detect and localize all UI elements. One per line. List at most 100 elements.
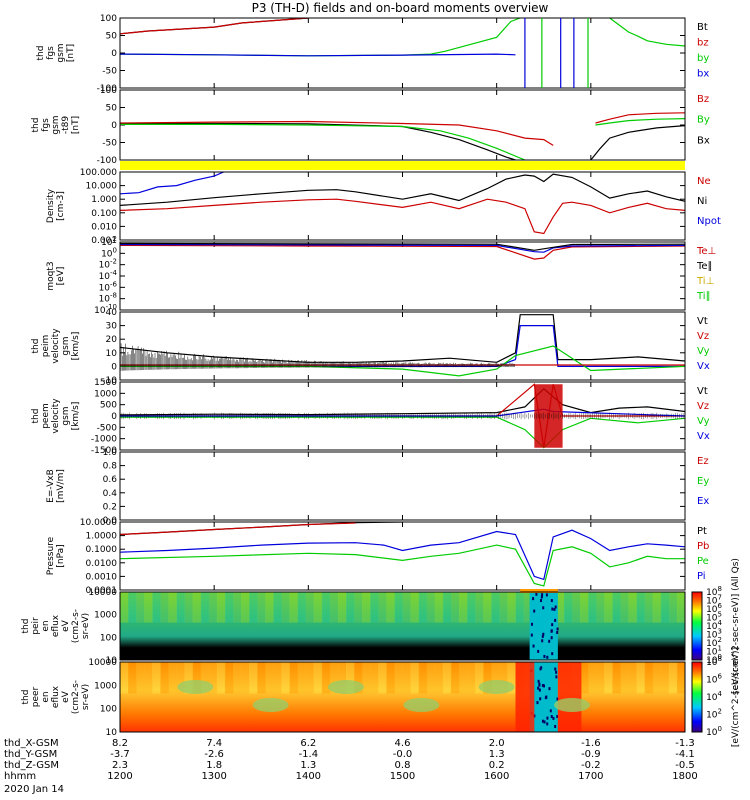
spectrogram-pixel [532,597,534,600]
spectrogram-column [273,592,282,623]
spectrogram-column [177,592,186,623]
spectrogram-pixel [546,593,548,596]
ylabel-line: peer [31,686,41,707]
footer-column: 6.2-1.41.31400 [296,738,321,782]
spectrogram-red-band [516,662,535,732]
spectrogram-column [144,662,153,694]
ytick-label: 0 [111,49,117,59]
spectrogram-column [677,592,686,623]
ytick-label: 0.2 [103,502,117,512]
tplot-state-band [120,161,685,170]
ylabel-line: Pressure [46,536,56,575]
spectrogram-pixel [543,655,545,658]
spectrogram-pixel [540,599,542,602]
ytick-label: 50 [106,32,118,42]
spectrogram-column [580,592,589,623]
ylabel-line: gsm [51,115,61,134]
spectrogram-column [378,662,387,694]
footer-column: 2.01.30.21600 [484,738,509,782]
spectrogram-column [386,592,395,623]
spectrogram-pixel [551,715,553,718]
figure-title: P3 (TH-D) fields and on-board moments ov… [252,1,549,15]
legend-entry-ni: Ni [697,196,707,207]
spectrogram-column [209,592,218,623]
spectrogram-column [403,662,412,694]
legend-entry-bt: Bt [697,22,708,33]
peem-burst [534,384,562,447]
spectrogram-pixel [548,687,550,690]
spectrogram-column [637,662,646,694]
spectrogram-pixel [546,717,548,720]
ylabel-line: moqt3 [46,261,56,290]
spectrogram-column [281,662,290,694]
ylabel-line: (cm2-s- [71,680,81,714]
spectrogram-pixel [537,650,539,653]
footer-x-value: -1.6 [581,738,601,749]
spectrogram-pixel [541,593,543,596]
ytick-label: 20 [106,335,118,345]
spectrogram-column [394,662,403,694]
footer-z-value: 2.3 [112,760,128,771]
spectrogram-column [661,662,670,694]
ylabel-line: thd [31,339,41,354]
colorbar-scale [692,662,702,732]
footer-x-value: 2.0 [489,738,505,749]
spectrogram-pixel [531,634,533,637]
ytick-label: 10.0000 [80,518,117,528]
ytick-label: 0.100 [91,209,117,219]
ylabel-line: peem [41,403,51,429]
spectrogram-pixel [555,675,557,678]
spectrogram-pixel [548,640,550,643]
spectrogram-column [491,592,500,623]
footer-label-x: thd_X-GSM [4,738,59,749]
spectrogram-pixel [538,680,540,683]
panel-peer_en_eflux: thd peer en eflux eV (cm2-s-sr-eV)10000100010… [21,658,686,738]
spectrogram-column [669,662,678,694]
spectrogram-column [314,592,323,623]
footer-column: 7.4-2.61.81300 [201,738,226,782]
ylabel-line: [nT] [66,44,76,62]
spectrogram-column [419,592,428,623]
spectrogram-column [451,592,460,623]
spectrogram-column [378,592,387,623]
footer-z-value: 0.8 [395,760,411,771]
spectrogram-pixel [555,606,557,609]
panel-peir_en_eflux: thd peir en eflux eV (cm2-s-sr-eV)10000100010… [21,588,686,666]
spectrogram-column [459,662,468,694]
ylabel-line: (cm2-s- [71,609,81,643]
footer-label-y: thd_Y-GSM [4,749,57,760]
spectrogram-column [136,662,145,694]
spectrogram-column [370,592,379,623]
footer-y-value: -2.6 [204,749,224,760]
ephemeris-footer: thd_X-GSM thd_Y-GSM thd_Z-GSM hhmm 2020 … [4,738,698,795]
overview-figure: P3 (TH-D) fields and on-board moments ov… [0,0,750,800]
spectrogram-pixel [542,684,544,687]
spectrogram-column [290,662,299,694]
spectrogram-column [152,592,161,623]
spectrogram-pixel [546,722,548,725]
ytick-label: 0 [111,412,117,422]
spectrogram-column [128,662,137,694]
spectrogram-pixel [554,725,556,728]
ytick-label: 0.0010 [86,572,118,582]
spectrogram-pixel [550,709,552,712]
footer-time-value: 1800 [672,771,697,782]
footer-columns: 8.2-3.72.312007.4-2.61.813006.2-1.41.314… [107,738,697,782]
series-npot [120,172,224,194]
spectrogram-column [403,592,412,623]
spectrogram-column [645,662,654,694]
legend-entry-bz: bz [697,38,709,49]
spectrogram-column [411,662,420,694]
ylabel-line: [mV/m] [56,469,66,503]
ytick-label: 1.0 [103,448,118,458]
spectrogram-column [661,592,670,623]
spectrogram-column [564,592,573,623]
ylabel-line: velocity [51,328,61,364]
spectrogram-column [467,662,476,694]
ylabel-line: thd [36,46,46,61]
legend-entry-vz: Vz [697,331,709,342]
spectrogram-blob [177,680,213,694]
legend-entry-ti∥: Ti∥ [696,291,711,302]
spectrogram-column [507,592,516,623]
spectrogram-pixel [533,645,535,648]
